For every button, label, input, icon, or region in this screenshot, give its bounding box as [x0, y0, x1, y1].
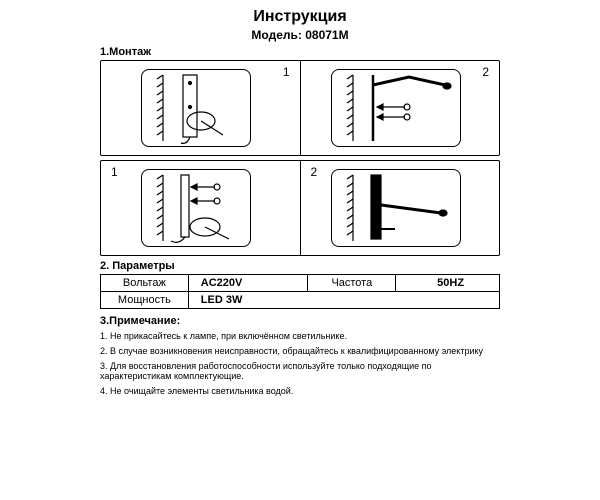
section-params: 2. Параметры	[100, 260, 500, 272]
table-row: Вольтаж AC220V Частота 50HZ	[101, 275, 500, 292]
freq-value: 50HZ	[396, 275, 500, 292]
model-line: Модель: 08071M	[100, 28, 500, 42]
model-value: 08071M	[305, 28, 348, 42]
note-2: 2. В случае возникновения неисправности,…	[100, 346, 500, 357]
params-table: Вольтаж AC220V Частота 50HZ Мощность LED…	[100, 274, 500, 309]
diagram-cell-1-1: 1	[101, 61, 300, 155]
section-notes: 3.Примечание:	[100, 315, 500, 327]
voltage-value: AC220V	[188, 275, 308, 292]
diagram-cell-2-1: 1	[101, 161, 300, 255]
note-4: 4. Не очищайте элементы светильника водо…	[100, 386, 500, 397]
note-3: 3. Для восстановления работоспособности …	[100, 361, 500, 383]
mounting-sketch-3	[101, 161, 301, 257]
doc-title: Инструкция	[100, 8, 500, 26]
power-label: Мощность	[101, 292, 189, 309]
table-row: Мощность LED 3W	[101, 292, 500, 309]
notes-block: 1. Не прикасайтесь к лампе, при включённ…	[100, 331, 500, 397]
diagram-row-2: 1 2	[100, 160, 500, 256]
model-label: Модель:	[251, 28, 301, 42]
voltage-label: Вольтаж	[101, 275, 189, 292]
mounting-sketch-2	[301, 61, 501, 157]
diagram-row-1: 1 2	[100, 60, 500, 156]
diagram-cell-1-2: 2	[300, 61, 500, 155]
freq-label: Частота	[308, 275, 396, 292]
power-value: LED 3W	[188, 292, 499, 309]
section-mounting: 1.Монтаж	[100, 46, 500, 58]
mounting-sketch-1	[101, 61, 301, 157]
diagram-cell-2-2: 2	[300, 161, 500, 255]
note-1: 1. Не прикасайтесь к лампе, при включённ…	[100, 331, 500, 342]
mounting-sketch-4	[301, 161, 501, 257]
